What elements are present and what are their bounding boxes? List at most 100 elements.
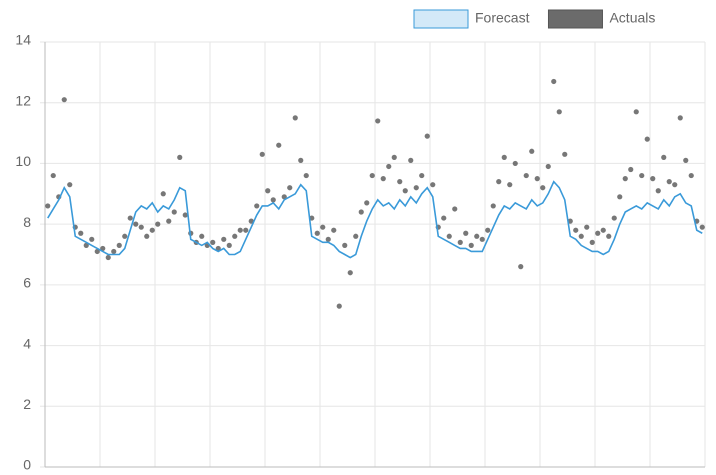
actual-point — [518, 264, 524, 270]
actual-point — [50, 172, 56, 179]
actual-point — [83, 242, 89, 248]
y-tick-label: 8 — [23, 214, 31, 230]
actual-point — [78, 230, 84, 236]
actual-point — [468, 242, 474, 248]
actual-point — [320, 224, 326, 230]
actual-point — [490, 203, 496, 209]
actual-point — [149, 227, 155, 233]
actual-point — [430, 182, 436, 188]
actual-point — [303, 172, 309, 179]
actual-point — [61, 97, 67, 103]
actual-point — [226, 242, 232, 248]
actual-point — [342, 242, 348, 248]
actual-point — [111, 248, 117, 255]
actual-point — [292, 115, 298, 121]
actual-point — [606, 233, 612, 239]
y-tick-label: 6 — [23, 275, 31, 291]
actual-point — [100, 245, 106, 252]
actual-point — [633, 109, 639, 115]
legend-label: Actuals — [609, 10, 655, 26]
actual-point — [540, 185, 546, 191]
actual-point — [688, 172, 694, 179]
actual-point — [281, 194, 287, 200]
actual-point — [661, 154, 667, 160]
actual-point — [507, 182, 513, 188]
actual-point — [182, 212, 188, 218]
actual-point — [402, 188, 408, 194]
actual-point — [122, 233, 128, 239]
y-tick-label: 14 — [15, 32, 31, 48]
actual-point — [215, 245, 221, 252]
actual-point — [358, 209, 364, 215]
actual-point — [353, 233, 359, 239]
actual-point — [325, 236, 331, 242]
actual-point — [523, 172, 529, 179]
actual-point — [589, 239, 595, 245]
actual-point — [556, 109, 562, 115]
actual-point — [237, 227, 243, 233]
actual-point — [369, 172, 375, 179]
actual-point — [331, 227, 337, 233]
actual-point — [573, 227, 579, 233]
actual-point — [155, 221, 161, 227]
actual-point — [545, 163, 551, 170]
actual-point — [397, 179, 403, 185]
actual-point — [666, 179, 672, 185]
actual-point — [479, 236, 485, 242]
actual-point — [314, 230, 320, 236]
actual-point — [287, 185, 293, 191]
actual-point — [105, 254, 111, 261]
forecast-line — [47, 180, 703, 259]
actual-point — [485, 227, 491, 233]
legend-label: Forecast — [475, 10, 530, 26]
actual-point — [127, 215, 133, 221]
actual-point — [655, 188, 661, 194]
y-tick-label: 2 — [23, 396, 31, 412]
actual-point — [644, 136, 650, 142]
actual-point — [408, 157, 414, 163]
actual-point — [375, 118, 381, 124]
actual-point — [639, 172, 645, 179]
actual-point — [364, 200, 370, 206]
actual-point — [672, 182, 678, 188]
actual-point — [529, 148, 535, 154]
actual-point — [512, 160, 518, 167]
actual-point — [144, 233, 150, 239]
y-tick-label: 0 — [23, 457, 31, 473]
actual-point — [699, 224, 705, 230]
actual-point — [474, 233, 480, 239]
actual-point — [45, 203, 51, 209]
actual-point — [133, 221, 139, 227]
y-tick-label: 12 — [15, 92, 31, 108]
actual-point — [501, 154, 507, 160]
actual-point — [166, 218, 172, 224]
actual-point — [391, 154, 397, 160]
actual-point — [232, 233, 238, 239]
actual-point — [628, 166, 634, 173]
actual-point — [94, 248, 100, 255]
actual-point — [683, 157, 689, 163]
actual-point — [617, 194, 623, 200]
actual-point — [171, 209, 177, 215]
legend-swatch — [413, 9, 469, 29]
actual-point — [551, 78, 557, 85]
actual-point — [650, 176, 656, 182]
actual-point — [160, 191, 166, 197]
actual-point — [611, 215, 617, 221]
actual-point — [89, 236, 95, 242]
actual-point — [336, 303, 342, 309]
legend-swatch — [547, 9, 603, 29]
y-tick-label: 4 — [23, 335, 31, 351]
actual-point — [424, 133, 430, 139]
actual-point — [243, 227, 249, 233]
actual-point — [622, 176, 628, 182]
actual-point — [386, 163, 392, 170]
y-tick-label: 10 — [15, 153, 31, 169]
actual-point — [276, 142, 282, 148]
actual-point — [419, 172, 425, 179]
actual-point — [138, 224, 144, 230]
actual-point — [446, 233, 452, 239]
actual-point — [584, 224, 590, 230]
actual-point — [677, 115, 683, 121]
